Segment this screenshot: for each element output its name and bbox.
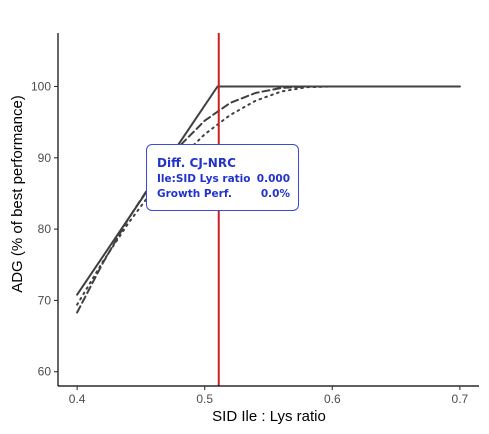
x-tick-label: 0.6 [324, 392, 341, 406]
y-tick-label: 100 [31, 79, 51, 93]
x-axis-title: SID Ile : Lys ratio [212, 408, 326, 425]
y-ticks: 60 70 80 90 100 [31, 79, 58, 379]
tooltip-growth-value: 0.0% [260, 188, 290, 200]
tooltip-row-growth: Growth Perf. 0.0% [157, 187, 290, 202]
tooltip-row-ratio: Ile:SID Lys ratio 0.000 [157, 172, 290, 187]
y-tick-label: 70 [38, 293, 52, 307]
x-tick-label: 0.7 [452, 392, 469, 406]
tooltip-ratio-value: 0.000 [256, 173, 290, 185]
x-ticks: 0.4 0.5 0.6 0.7 [69, 386, 469, 406]
x-tick-label: 0.4 [69, 392, 86, 406]
series-lines [76, 85, 461, 314]
tooltip-title: Diff. CJ-NRC [157, 156, 236, 170]
y-tick-label: 60 [38, 365, 52, 379]
diff-tooltip: Diff. CJ-NRC Ile:SID Lys ratio 0.000 Gro… [146, 144, 299, 211]
series-line-dotted [76, 85, 461, 306]
y-tick-label: 80 [38, 222, 52, 236]
series-line-dashed [76, 85, 461, 314]
x-tick-label: 0.5 [196, 392, 213, 406]
tooltip-growth-label: Growth Perf. [157, 188, 232, 200]
y-axis-title: ADG (% of best performance) [9, 95, 26, 293]
y-tick-label: 90 [38, 151, 52, 165]
tooltip-ratio-label: Ile:SID Lys ratio [157, 173, 251, 185]
